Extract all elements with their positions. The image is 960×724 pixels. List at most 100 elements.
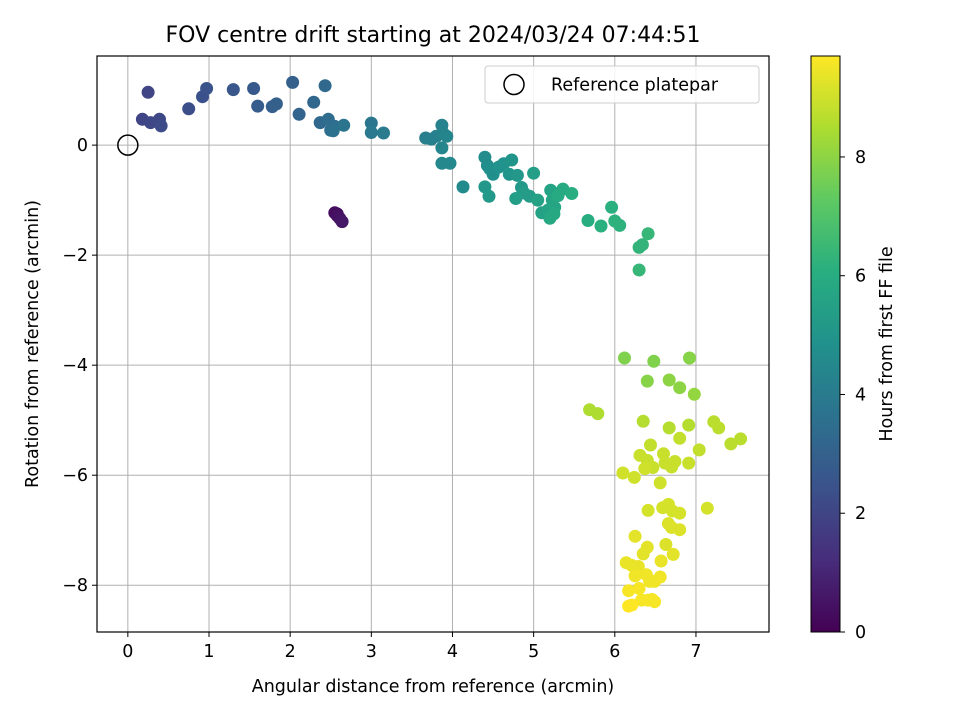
- data-point: [692, 443, 706, 457]
- data-point: [286, 75, 300, 89]
- data-point: [594, 219, 608, 233]
- data-point: [377, 126, 390, 140]
- data-point: [591, 407, 605, 421]
- plot-frame: [96, 55, 770, 633]
- data-point: [734, 432, 748, 446]
- data-point: [662, 421, 676, 435]
- data-point: [682, 418, 696, 432]
- data-point: [154, 119, 168, 133]
- data-point: [326, 124, 340, 138]
- data-point: [318, 79, 332, 93]
- data-point: [616, 466, 630, 480]
- y-tick-label: −2: [62, 246, 88, 266]
- data-point: [364, 116, 378, 130]
- colorbar-tick-label: 4: [855, 385, 866, 405]
- legend-box: [484, 65, 760, 104]
- data-point: [644, 438, 657, 452]
- y-tick-label: −6: [62, 466, 88, 486]
- data-point: [456, 180, 470, 194]
- x-tick-label: 2: [285, 642, 296, 662]
- data-point: [632, 263, 646, 277]
- data-point: [673, 523, 687, 537]
- data-point: [640, 374, 654, 388]
- reference-marker: [117, 134, 139, 156]
- data-point: [531, 193, 545, 207]
- data-point: [641, 503, 655, 517]
- data-point: [622, 584, 636, 598]
- colorbar-tick-label: 2: [855, 504, 866, 524]
- data-point: [440, 129, 454, 143]
- legend-entry-label: Reference platepar: [551, 76, 719, 96]
- data-point: [335, 215, 349, 229]
- colorbar-tick-label: 8: [855, 148, 866, 168]
- data-point: [687, 387, 701, 401]
- data-point: [653, 570, 667, 584]
- data-point: [628, 569, 642, 583]
- data-point: [527, 166, 541, 180]
- x-axis-label: Angular distance from reference (arcmin): [252, 677, 615, 697]
- data-point: [269, 97, 283, 111]
- x-tick-label: 4: [447, 642, 458, 662]
- colorbar-ticks: 0 2 4 6 8: [840, 148, 866, 643]
- data-point: [666, 547, 680, 561]
- colorbar-label: Hours from first FF file: [877, 246, 897, 441]
- x-tick-label: 3: [366, 642, 377, 662]
- legend-reference-marker: [503, 73, 525, 96]
- colorbar: 0 2 4 6 8 Hours from first FF file: [810, 55, 897, 643]
- y-axis-label: Rotation from reference (arcmin): [23, 200, 43, 488]
- data-point: [659, 538, 673, 551]
- data-point: [647, 354, 661, 368]
- x-tick-label: 7: [690, 642, 701, 662]
- data-point: [635, 238, 649, 252]
- data-point: [625, 598, 639, 612]
- data-point: [628, 529, 642, 543]
- data-point: [307, 95, 321, 109]
- data-point: [673, 381, 687, 395]
- data-point: [505, 153, 519, 167]
- data-point: [627, 470, 641, 484]
- data-point: [547, 207, 561, 221]
- data-point: [200, 82, 214, 95]
- data-point: [632, 582, 646, 595]
- data-point: [141, 85, 155, 99]
- data-point: [510, 168, 524, 182]
- data-point: [482, 189, 496, 203]
- data-point: [636, 414, 650, 428]
- data-point: [673, 506, 687, 520]
- data-point: [683, 351, 696, 365]
- data-points: [135, 75, 748, 613]
- colorbar-tick-label: 6: [855, 267, 866, 287]
- data-point: [443, 156, 457, 170]
- data-point: [648, 595, 662, 609]
- data-point: [435, 141, 449, 155]
- data-point: [247, 82, 261, 95]
- x-tick-label: 0: [122, 642, 133, 662]
- x-axis-ticks: 0 1 2 3 4 5 6 7: [122, 632, 702, 662]
- data-point: [581, 214, 595, 227]
- data-point: [565, 187, 579, 200]
- data-point: [364, 126, 378, 139]
- y-axis-ticks: 0 −2 −4 −6 −8: [62, 136, 97, 596]
- colorbar-tick-label: 0: [855, 623, 866, 643]
- data-point: [682, 456, 696, 470]
- data-point: [613, 218, 627, 232]
- data-point: [605, 200, 619, 214]
- data-point: [673, 431, 687, 445]
- data-point: [653, 476, 667, 490]
- x-tick-label: 6: [609, 642, 620, 662]
- data-point: [712, 421, 726, 435]
- y-tick-label: −8: [62, 576, 88, 596]
- data-point: [641, 227, 655, 241]
- data-point: [337, 118, 351, 132]
- data-point: [292, 107, 306, 121]
- chart-title: FOV centre drift starting at 2024/03/24 …: [166, 23, 701, 48]
- y-tick-label: −4: [62, 356, 88, 376]
- data-point: [182, 102, 196, 116]
- data-point: [662, 373, 676, 387]
- data-point: [251, 99, 265, 113]
- data-point: [724, 437, 738, 451]
- y-tick-label: 0: [77, 136, 88, 156]
- data-point: [618, 351, 631, 365]
